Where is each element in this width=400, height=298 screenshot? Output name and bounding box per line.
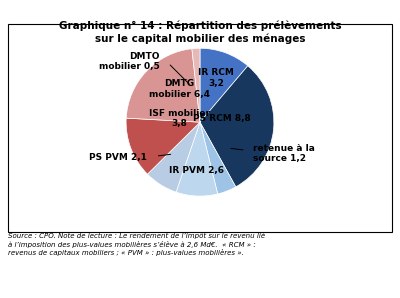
Text: retenue à la
source 1,2: retenue à la source 1,2 — [253, 144, 315, 163]
Text: DMTO
mobilier 0,5: DMTO mobilier 0,5 — [99, 52, 159, 71]
Text: PS PVM 2,1: PS PVM 2,1 — [89, 153, 147, 162]
Text: ISF mobilier
3,8: ISF mobilier 3,8 — [149, 109, 210, 128]
Text: IR PVM 2,6: IR PVM 2,6 — [169, 166, 224, 175]
Wedge shape — [126, 118, 200, 174]
Text: IR RCM
3,2: IR RCM 3,2 — [198, 68, 234, 88]
Text: Graphique n° 14 : Répartition des prélèvements
sur le capital mobilier des ménag: Graphique n° 14 : Répartition des prélèv… — [59, 21, 341, 44]
Text: PS RCM 8,8: PS RCM 8,8 — [193, 114, 251, 123]
Text: DMTG
mobilier 6,4: DMTG mobilier 6,4 — [149, 79, 210, 99]
Wedge shape — [200, 122, 236, 194]
Wedge shape — [200, 48, 248, 122]
Wedge shape — [176, 122, 218, 196]
Wedge shape — [192, 48, 200, 122]
Wedge shape — [200, 66, 274, 187]
Wedge shape — [148, 122, 200, 192]
Text: Source : CPO. Note de lecture : Le rendement de l’impôt sur le revenu lié
à l’im: Source : CPO. Note de lecture : Le rende… — [8, 232, 265, 256]
Wedge shape — [126, 49, 200, 122]
